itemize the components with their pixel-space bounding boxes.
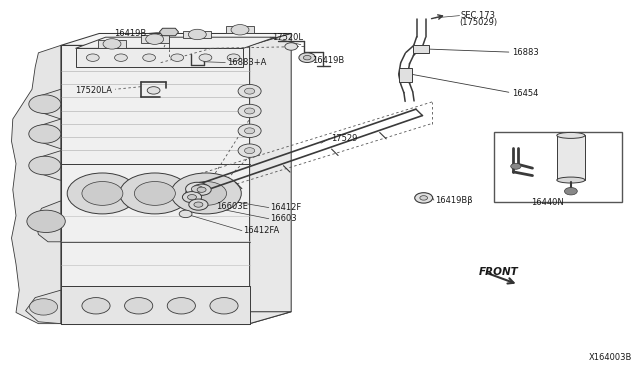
Text: 16419Bβ: 16419Bβ bbox=[435, 196, 473, 205]
Text: SEC.173: SEC.173 bbox=[461, 11, 496, 20]
Text: 16603E: 16603E bbox=[216, 202, 248, 211]
Text: 16883: 16883 bbox=[512, 48, 539, 57]
Circle shape bbox=[82, 182, 123, 205]
Circle shape bbox=[27, 210, 65, 232]
Circle shape bbox=[194, 202, 203, 207]
Circle shape bbox=[134, 182, 175, 205]
Circle shape bbox=[29, 125, 61, 143]
Text: 16412FA: 16412FA bbox=[243, 226, 280, 235]
Circle shape bbox=[188, 29, 206, 40]
Circle shape bbox=[420, 196, 428, 200]
Circle shape bbox=[238, 124, 261, 138]
Text: 16883+A: 16883+A bbox=[227, 58, 267, 67]
Circle shape bbox=[120, 173, 190, 214]
Circle shape bbox=[29, 299, 58, 315]
Text: 16412F: 16412F bbox=[270, 203, 301, 212]
Polygon shape bbox=[26, 290, 61, 324]
Circle shape bbox=[189, 199, 208, 210]
Polygon shape bbox=[61, 312, 291, 324]
Circle shape bbox=[82, 298, 110, 314]
Circle shape bbox=[244, 128, 255, 134]
Circle shape bbox=[171, 173, 241, 214]
Text: 17529: 17529 bbox=[332, 134, 358, 143]
Polygon shape bbox=[250, 33, 291, 324]
Text: 16603: 16603 bbox=[270, 214, 297, 223]
Polygon shape bbox=[61, 33, 291, 45]
Ellipse shape bbox=[557, 132, 585, 138]
Text: 16440N: 16440N bbox=[531, 198, 564, 207]
Circle shape bbox=[231, 25, 249, 35]
Circle shape bbox=[115, 54, 127, 61]
Circle shape bbox=[564, 187, 577, 195]
Polygon shape bbox=[37, 119, 61, 149]
Circle shape bbox=[182, 192, 202, 203]
Text: (175029): (175029) bbox=[460, 18, 498, 27]
Polygon shape bbox=[12, 45, 61, 324]
Circle shape bbox=[210, 298, 238, 314]
Circle shape bbox=[146, 34, 164, 44]
Polygon shape bbox=[61, 286, 250, 324]
Circle shape bbox=[171, 54, 184, 61]
Bar bbox=[494, 132, 622, 202]
Polygon shape bbox=[37, 89, 61, 119]
Text: 17520LA: 17520LA bbox=[75, 86, 112, 94]
Circle shape bbox=[103, 39, 121, 49]
Circle shape bbox=[86, 54, 99, 61]
Polygon shape bbox=[159, 28, 179, 36]
Ellipse shape bbox=[557, 177, 585, 183]
Text: 16454: 16454 bbox=[512, 89, 538, 97]
Circle shape bbox=[238, 144, 261, 157]
Text: X164003B: X164003B bbox=[589, 353, 632, 362]
Polygon shape bbox=[557, 135, 585, 180]
Circle shape bbox=[415, 193, 433, 203]
Circle shape bbox=[186, 182, 209, 196]
Bar bbox=[399, 68, 412, 82]
Circle shape bbox=[143, 54, 156, 61]
Circle shape bbox=[29, 156, 61, 175]
Polygon shape bbox=[76, 48, 243, 67]
Circle shape bbox=[238, 84, 261, 98]
Circle shape bbox=[191, 186, 203, 192]
Circle shape bbox=[192, 184, 211, 195]
Polygon shape bbox=[35, 201, 61, 242]
Circle shape bbox=[125, 298, 153, 314]
Circle shape bbox=[188, 195, 196, 200]
Polygon shape bbox=[141, 35, 169, 43]
Circle shape bbox=[244, 148, 255, 154]
Circle shape bbox=[238, 104, 261, 118]
Circle shape bbox=[227, 54, 240, 61]
Polygon shape bbox=[37, 151, 61, 180]
Text: 17520L: 17520L bbox=[272, 33, 303, 42]
Circle shape bbox=[303, 55, 311, 60]
Circle shape bbox=[147, 87, 160, 94]
Circle shape bbox=[179, 210, 192, 218]
Text: 16419B: 16419B bbox=[114, 29, 146, 38]
Polygon shape bbox=[98, 40, 126, 48]
Circle shape bbox=[285, 43, 298, 50]
Text: 16419B: 16419B bbox=[312, 56, 344, 65]
Circle shape bbox=[199, 54, 212, 61]
Circle shape bbox=[299, 53, 316, 62]
Circle shape bbox=[186, 182, 227, 205]
Circle shape bbox=[511, 163, 521, 169]
Circle shape bbox=[29, 95, 61, 113]
Circle shape bbox=[244, 108, 255, 114]
Bar bbox=[413, 45, 429, 53]
Text: FRONT: FRONT bbox=[479, 267, 518, 277]
Polygon shape bbox=[61, 45, 250, 324]
Circle shape bbox=[244, 88, 255, 94]
Circle shape bbox=[67, 173, 138, 214]
Circle shape bbox=[167, 298, 195, 314]
Polygon shape bbox=[226, 26, 254, 33]
Polygon shape bbox=[183, 31, 211, 38]
Polygon shape bbox=[76, 37, 275, 48]
Circle shape bbox=[197, 187, 206, 192]
